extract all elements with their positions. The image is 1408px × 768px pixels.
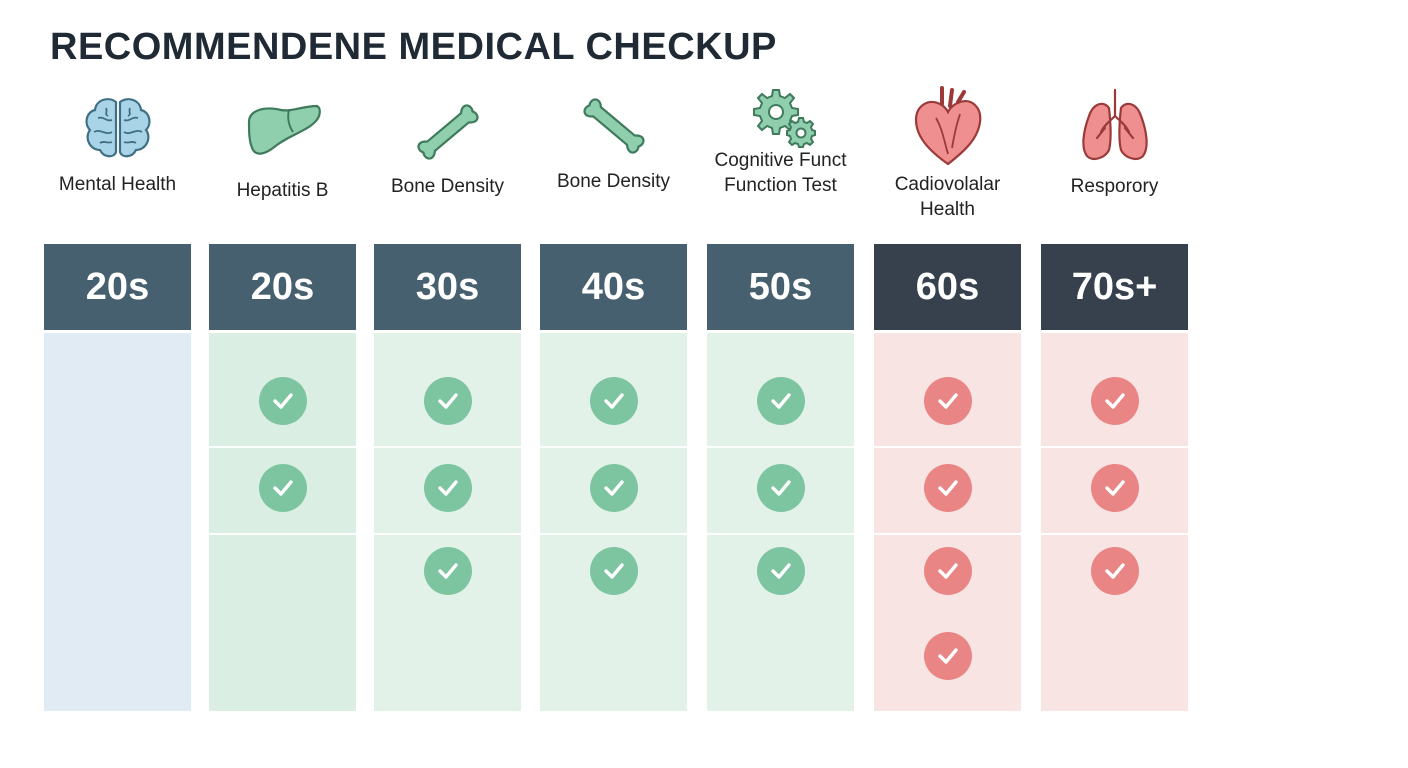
checkup-label: Resporory [1070,176,1159,197]
checkup-label: Mental Health [58,174,177,195]
column-body [874,333,1021,711]
check-icon [923,632,972,680]
column-mental-health: Mental Health 20s [44,0,191,768]
gears-icon [745,84,817,148]
page-title: RECOMMENDENE MEDICAL CHECKUP [50,26,777,68]
check-icon [1090,547,1139,595]
column-cardiovascular-health: Cadiovolalar Health 60s [874,0,1021,768]
age-header: 30s [374,244,521,330]
column-cognitive-function: Cognitive Funct Function Test 50s [707,0,854,768]
age-header: 20s [44,244,191,330]
column-body [707,333,854,711]
check-icon [589,377,638,425]
checkup-label: Bone Density [390,176,504,197]
check-icon [923,464,972,512]
column-bone-density-40s: Bone Density 40s [540,0,687,768]
row-divider [1041,533,1188,535]
row-divider [540,533,687,535]
check-icon [423,547,472,595]
age-header: 70s+ [1041,244,1188,330]
column-hepatitis-b: Hepatitis B 20s [209,0,356,768]
lungs-icon [1075,86,1155,166]
brain-icon [78,88,158,168]
column-body [1041,333,1188,711]
check-icon [423,377,472,425]
check-icon [589,547,638,595]
row-divider [540,446,687,448]
row-divider [1041,446,1188,448]
check-icon [258,464,307,512]
column-body [44,333,191,711]
liver-icon [243,92,323,172]
column-body [209,333,356,711]
column-respiratory: Resporory 70s+ [1041,0,1188,768]
heart-icon [908,84,988,168]
row-divider [209,446,356,448]
checkup-label: Cadiovolalar Health [894,174,1001,220]
check-icon [923,377,972,425]
check-icon [923,547,972,595]
check-icon [589,464,638,512]
column-body [374,333,521,711]
row-divider [874,446,1021,448]
age-header: 40s [540,244,687,330]
check-icon [756,547,805,595]
age-header: 60s [874,244,1021,330]
column-body [540,333,687,711]
checkup-label: Bone Density [556,171,670,192]
row-divider [874,533,1021,535]
check-icon [756,464,805,512]
bone-icon [574,86,654,166]
row-divider [209,533,356,535]
check-icon [756,377,805,425]
check-icon [1090,464,1139,512]
bone-icon [408,92,488,172]
age-header: 20s [209,244,356,330]
column-bone-density-30s: Bone Density 30s [374,0,521,768]
row-divider [374,533,521,535]
row-divider [374,446,521,448]
row-divider [707,446,854,448]
check-icon [258,377,307,425]
row-divider [707,533,854,535]
checkup-label: Cognitive Funct Function Test [714,150,847,196]
age-header: 50s [707,244,854,330]
checkup-label: Hepatitis B [236,180,329,201]
check-icon [1090,377,1139,425]
check-icon [423,464,472,512]
